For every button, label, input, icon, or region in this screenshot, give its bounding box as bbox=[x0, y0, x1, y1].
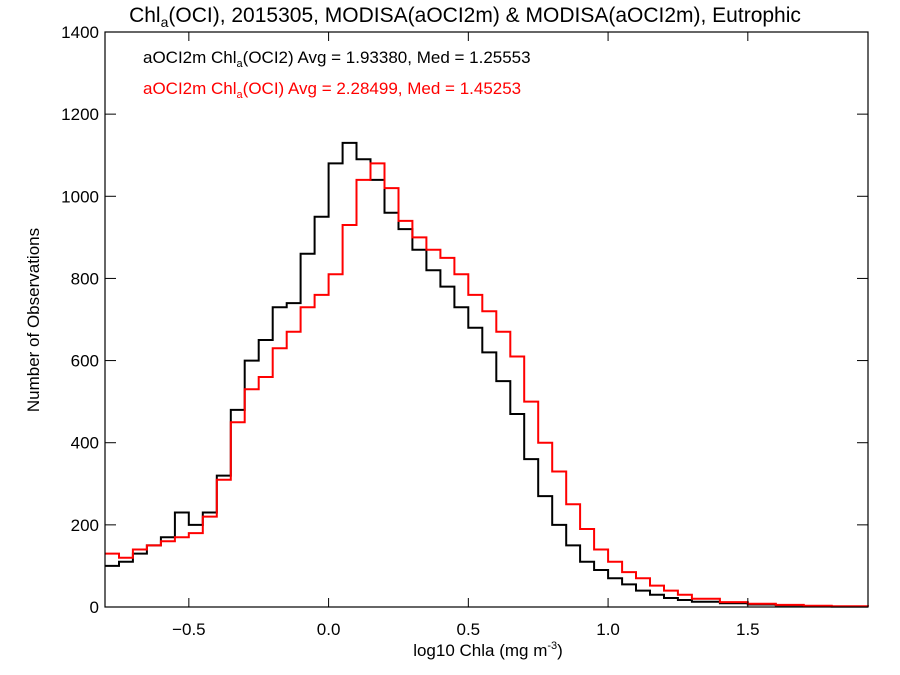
xlabel-close: ) bbox=[557, 641, 563, 660]
legend: aOCI2m Chla(OCI2) Avg = 1.93380, Med = 1… bbox=[143, 48, 531, 101]
y-axis: 0 200 400 600 800 1000 1200 1400 bbox=[61, 23, 868, 617]
legend-black-sub: a bbox=[237, 58, 244, 70]
y-axis-label: Number of Observations bbox=[24, 228, 43, 412]
x-tick-label: −0.5 bbox=[172, 620, 206, 639]
chart-title: Chla(OCI), 2015305, MODISA(aOCI2m) & MOD… bbox=[129, 4, 801, 30]
plot-series bbox=[105, 141, 869, 608]
plot-frame bbox=[104, 31, 869, 608]
xlabel-superscript: -3 bbox=[547, 640, 557, 652]
x-tick-label: 1.0 bbox=[596, 620, 620, 639]
x-tick-label: 1.5 bbox=[736, 620, 760, 639]
series-line-black bbox=[105, 141, 868, 608]
legend-red-sub: a bbox=[237, 89, 244, 101]
x-axis: −0.5 0.0 0.5 1.0 1.5 bbox=[172, 32, 760, 639]
x-tick-label: 0.0 bbox=[317, 620, 341, 639]
xlabel-main: log10 Chla (mg m bbox=[413, 641, 547, 660]
legend-entry-red: aOCI2m Chla(OCI) Avg = 2.28499, Med = 1.… bbox=[143, 79, 521, 101]
legend-black-post: (OCI2) Avg = 1.93380, Med = 1.25553 bbox=[243, 48, 531, 67]
x-tick-label: 0.5 bbox=[457, 620, 481, 639]
legend-red-pre: aOCI2m Chl bbox=[143, 79, 237, 98]
legend-red-post: (OCI) Avg = 2.28499, Med = 1.45253 bbox=[243, 79, 521, 98]
y-tick-label: 600 bbox=[71, 352, 99, 371]
title-rest: (OCI), 2015305, MODISA(aOCI2m) & MODISA(… bbox=[168, 4, 801, 27]
title-subscript: a bbox=[161, 14, 169, 30]
y-tick-label: 800 bbox=[71, 269, 99, 288]
x-axis-label: log10 Chla (mg m-3) bbox=[413, 640, 563, 660]
title-chl: Chl bbox=[129, 4, 161, 27]
legend-entry-black: aOCI2m Chla(OCI2) Avg = 1.93380, Med = 1… bbox=[143, 48, 531, 70]
y-tick-label: 1200 bbox=[61, 105, 99, 124]
series-line-red bbox=[105, 162, 869, 608]
y-tick-label: 1400 bbox=[61, 23, 99, 42]
y-tick-label: 200 bbox=[71, 516, 99, 535]
y-tick-label: 0 bbox=[90, 598, 99, 617]
y-tick-label: 400 bbox=[71, 434, 99, 453]
y-tick-label: 1000 bbox=[61, 187, 99, 206]
legend-black-pre: aOCI2m Chl bbox=[143, 48, 237, 67]
